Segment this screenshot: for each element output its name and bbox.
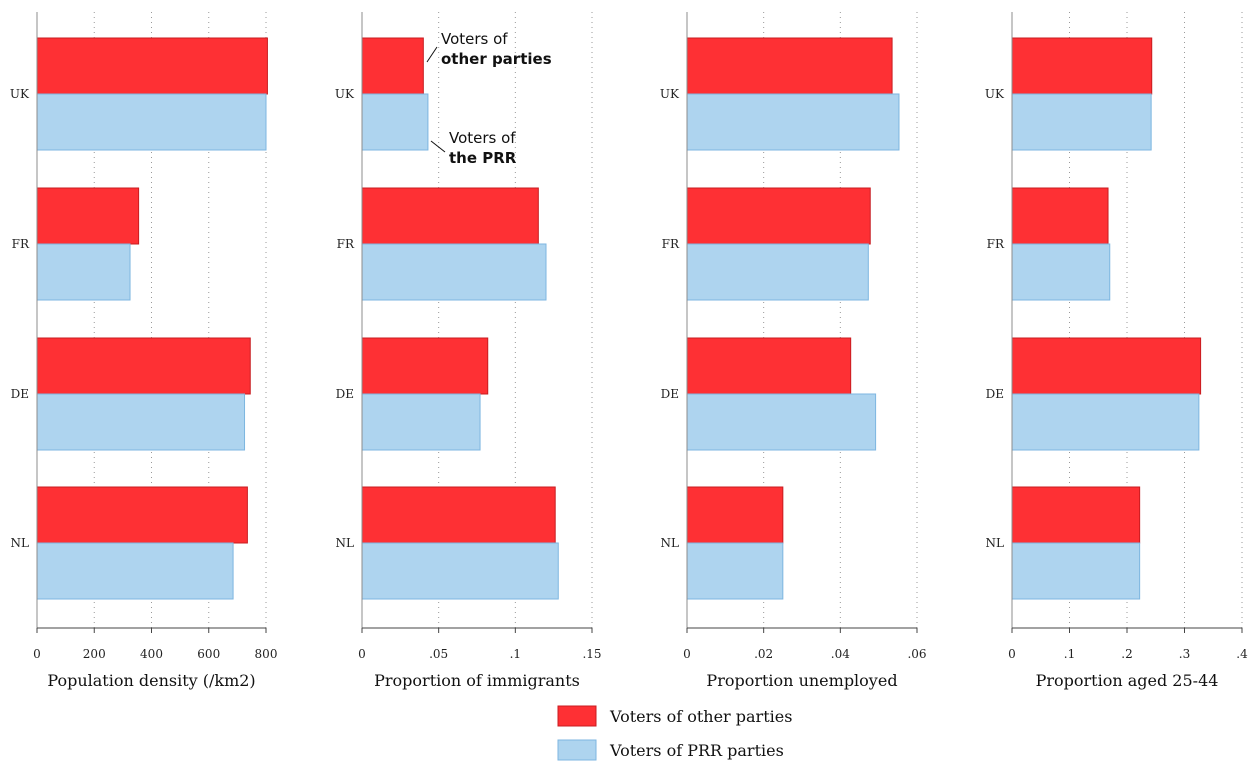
bar-de-prr <box>686 393 877 451</box>
tick-label: .15 <box>582 647 601 661</box>
category-label: NL <box>336 536 355 550</box>
tick-label: .3 <box>1179 647 1190 661</box>
x-axis-label: Population density (/km2) <box>47 671 255 690</box>
panel-3: UK FR DE NL 0 .02 .04 .06 Proportion unemployed <box>660 12 927 690</box>
tick-label: .1 <box>510 647 521 661</box>
bar-nl-other <box>361 486 556 544</box>
bar-uk-other <box>361 37 424 95</box>
bar-fr-other <box>686 187 871 245</box>
annotation-pointer <box>426 46 438 63</box>
category-label: FR <box>12 237 30 251</box>
bar-nl-prr <box>686 542 784 600</box>
bar-uk-prr <box>36 93 267 151</box>
tick-label: 600 <box>197 647 220 661</box>
bar-uk-prr <box>361 93 429 151</box>
bar-fr-other <box>361 187 539 245</box>
bar-uk-prr <box>686 93 900 151</box>
category-label: NL <box>986 536 1005 550</box>
category-label: FR <box>662 237 680 251</box>
annotation-prr-line1: Voters of <box>449 129 516 147</box>
tick-label: 200 <box>83 647 106 661</box>
legend-swatch-prr <box>557 739 597 761</box>
bar-uk-prr <box>1011 93 1152 151</box>
bar-de-other <box>361 337 489 395</box>
bar-nl-prr <box>1011 542 1141 600</box>
category-label: FR <box>337 237 355 251</box>
bar-fr-prr <box>36 243 131 301</box>
legend-label: Voters of PRR parties <box>609 741 784 760</box>
tick-label: .06 <box>907 647 926 661</box>
annotation-other-line2: other parties <box>441 50 552 68</box>
bar-fr-other <box>1011 187 1109 245</box>
tick-label: .02 <box>754 647 773 661</box>
tick-label: 400 <box>140 647 163 661</box>
bar-nl-other <box>686 486 784 544</box>
tick-label: .1 <box>1064 647 1075 661</box>
bar-de-other <box>36 337 251 395</box>
legend-label: Voters of other parties <box>609 707 792 726</box>
bar-de-other <box>686 337 852 395</box>
bar-de-other <box>1011 337 1202 395</box>
tick-label: 0 <box>33 647 41 661</box>
bar-fr-prr <box>686 243 869 301</box>
tick-label: 800 <box>255 647 278 661</box>
bar-fr-prr <box>361 243 547 301</box>
tick-label: .05 <box>429 647 448 661</box>
bar-uk-other <box>1011 37 1153 95</box>
tick-label: .2 <box>1121 647 1132 661</box>
annotation-prr-line2: the PRR <box>449 149 517 167</box>
bar-uk-other <box>36 37 268 95</box>
bar-uk-other <box>686 37 893 95</box>
bar-nl-prr <box>36 542 234 600</box>
category-label: FR <box>987 237 1005 251</box>
tick-label: .04 <box>831 647 850 661</box>
annotation-pointer <box>430 140 446 153</box>
bar-de-prr <box>36 393 246 451</box>
x-axis-label: Proportion aged 25-44 <box>1036 671 1219 690</box>
bar-fr-other <box>36 187 140 245</box>
tick-label: 0 <box>683 647 691 661</box>
panel-4: UK FR DE NL 0 .1 .2 .3 .4 Proportion aged 25-44 <box>985 12 1248 690</box>
bar-de-prr <box>361 393 481 451</box>
tick-label: 0 <box>1008 647 1016 661</box>
category-label: DE <box>11 387 29 401</box>
legend: Voters of other parties Voters of PRR par… <box>557 705 792 761</box>
x-axis-label: Proportion unemployed <box>706 671 897 690</box>
category-label: DE <box>986 387 1004 401</box>
annotation-other-line1: Voters of <box>441 30 508 48</box>
category-label: UK <box>10 87 30 101</box>
x-axis-label: Proportion of immigrants <box>374 671 580 690</box>
category-label: UK <box>335 87 355 101</box>
bar-de-prr <box>1011 393 1200 451</box>
legend-swatch-other <box>557 705 597 727</box>
tick-label: 0 <box>358 647 366 661</box>
category-label: UK <box>985 87 1005 101</box>
bar-nl-other <box>1011 486 1141 544</box>
bar-nl-prr <box>361 542 559 600</box>
category-label: DE <box>661 387 679 401</box>
category-label: DE <box>336 387 354 401</box>
bar-nl-other <box>36 486 248 544</box>
category-label: UK <box>660 87 680 101</box>
tick-label: .4 <box>1236 647 1248 661</box>
bar-fr-prr <box>1011 243 1111 301</box>
category-label: NL <box>11 536 30 550</box>
category-label: NL <box>661 536 680 550</box>
